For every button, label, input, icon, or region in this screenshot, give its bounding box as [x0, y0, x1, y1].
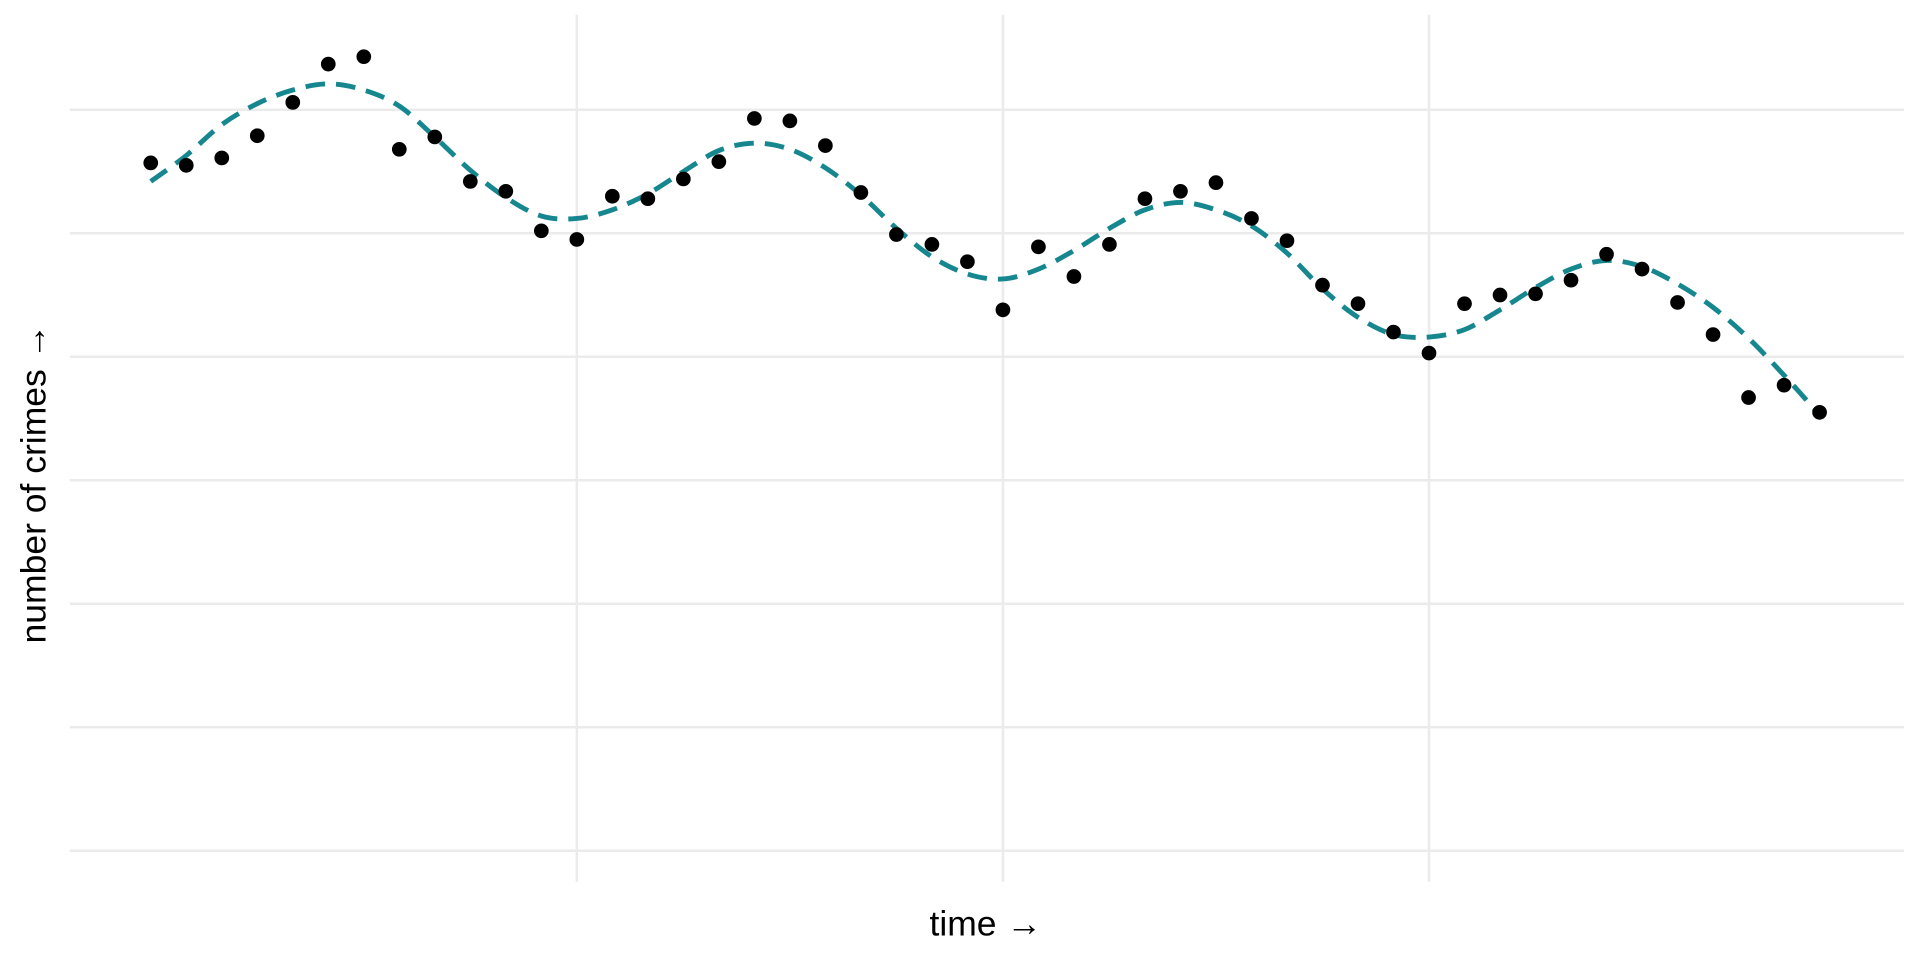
data-point	[1528, 286, 1543, 302]
data-point	[498, 183, 514, 199]
data-point	[889, 227, 904, 242]
data-point	[143, 155, 159, 171]
data-point	[1421, 345, 1437, 361]
data-point	[1741, 390, 1756, 405]
data-point	[1634, 261, 1650, 277]
data-point	[711, 154, 727, 170]
data-point	[285, 95, 301, 110]
data-point	[1670, 295, 1685, 310]
data-point	[995, 302, 1011, 318]
data-point	[1599, 246, 1614, 262]
data-point	[427, 129, 443, 145]
data-point	[462, 174, 478, 189]
x-axis-title: time →	[929, 904, 1041, 944]
data-point	[747, 111, 762, 126]
data-point	[676, 171, 691, 187]
data-point	[782, 113, 798, 129]
data-point	[1492, 287, 1508, 303]
data-point	[356, 49, 372, 65]
data-point	[853, 185, 869, 200]
data-point	[178, 158, 194, 173]
data-point	[1563, 272, 1579, 288]
data-point	[1457, 296, 1472, 312]
data-point	[391, 141, 407, 157]
data-point	[960, 254, 975, 270]
data-point	[1173, 183, 1188, 199]
data-point	[1244, 211, 1259, 226]
data-point	[1102, 237, 1117, 252]
data-point	[1705, 327, 1721, 342]
data-point	[1066, 269, 1082, 284]
data-point	[1279, 233, 1295, 249]
data-point	[1350, 296, 1366, 312]
data-point	[1031, 239, 1046, 255]
data-point	[1812, 405, 1827, 420]
data-point	[1208, 175, 1224, 190]
data-point	[818, 138, 833, 153]
data-point	[249, 128, 265, 144]
data-point	[1776, 377, 1792, 393]
data-point	[604, 188, 620, 204]
data-point	[924, 237, 940, 252]
data-point	[569, 232, 585, 247]
data-point	[1386, 324, 1401, 340]
y-axis-title: number of crimes →	[13, 324, 53, 644]
data-points	[143, 49, 1827, 420]
data-point	[1315, 277, 1330, 293]
data-point	[214, 150, 230, 166]
data-point	[640, 191, 656, 207]
data-point	[320, 56, 336, 72]
data-point	[1137, 191, 1153, 207]
data-point	[533, 223, 549, 239]
trend-line	[149, 81, 1822, 417]
gridlines	[69, 14, 1905, 882]
